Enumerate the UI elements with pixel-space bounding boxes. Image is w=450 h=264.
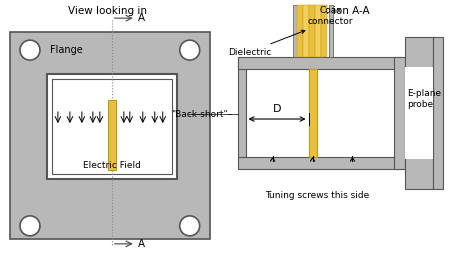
Bar	[246, 69, 394, 157]
Circle shape	[180, 40, 200, 60]
Bar	[238, 157, 402, 169]
Bar	[52, 79, 172, 174]
Bar	[292, 5, 297, 57]
Bar	[328, 5, 333, 57]
Text: Flange: Flange	[50, 45, 83, 55]
Text: E-plane
probe: E-plane probe	[407, 89, 441, 109]
Text: Section A-A: Section A-A	[310, 6, 369, 16]
Bar	[238, 57, 402, 69]
Text: View looking in: View looking in	[68, 6, 147, 16]
Text: "Back-short"–: "Back-short"–	[171, 110, 233, 119]
Bar	[394, 57, 405, 169]
Text: Tuning screws this side: Tuning screws this side	[266, 191, 369, 200]
Bar	[47, 74, 177, 179]
Text: Electric Field: Electric Field	[83, 161, 141, 170]
Bar	[309, 5, 315, 57]
Bar	[405, 67, 433, 159]
Text: Dielectric: Dielectric	[228, 30, 305, 56]
Bar	[405, 37, 433, 69]
Bar	[10, 32, 210, 239]
Text: Coax
connector: Coax connector	[308, 6, 353, 26]
Bar	[315, 5, 320, 57]
Bar	[238, 59, 246, 159]
Circle shape	[20, 216, 40, 236]
Bar	[405, 157, 433, 189]
Circle shape	[180, 216, 200, 236]
Bar	[302, 5, 309, 57]
Circle shape	[20, 40, 40, 60]
Bar	[433, 37, 443, 189]
Text: D: D	[273, 104, 281, 114]
Bar	[320, 5, 327, 57]
Bar	[108, 100, 116, 170]
Bar	[297, 5, 302, 57]
Bar	[309, 69, 316, 157]
Text: A: A	[138, 13, 145, 23]
Text: A: A	[138, 239, 145, 249]
